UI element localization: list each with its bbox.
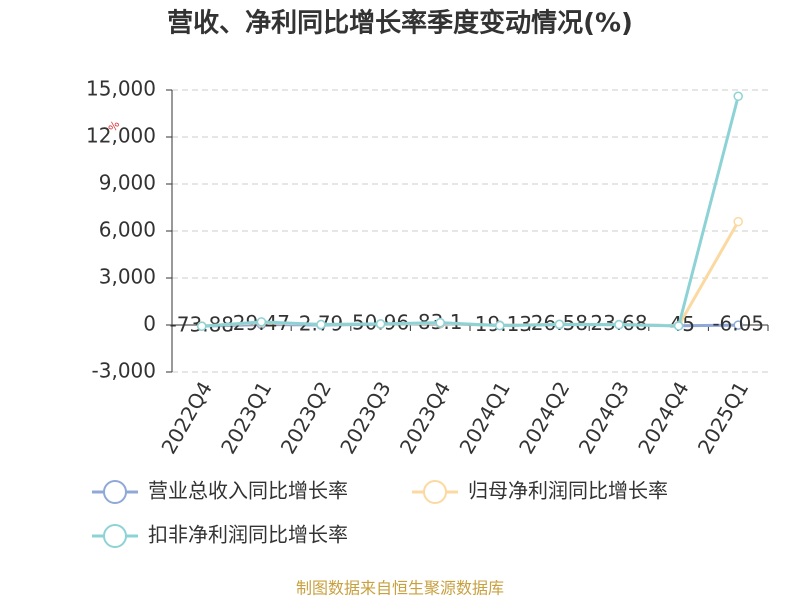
x-tick-label: 2024Q3 (574, 377, 634, 458)
data-point (554, 319, 565, 330)
data-point (375, 319, 386, 329)
legend-label: 营业总收入同比增长率 (148, 479, 348, 503)
y-tick-label: 12,000 (86, 124, 156, 148)
y-tick-label: 15,000 (86, 77, 156, 101)
legend-item: 归母净利润同比增长率 (412, 479, 668, 504)
legend-item: 扣非净利润同比增长率 (92, 523, 348, 548)
data-point (614, 319, 624, 330)
x-tick-label: 2024Q1 (454, 377, 514, 458)
x-tick-label: 2023Q3 (335, 377, 395, 458)
legend-marker (103, 480, 127, 504)
source-note: 制图数据来自恒生聚源数据库 (296, 579, 504, 598)
legend-marker (423, 480, 447, 504)
data-point (256, 317, 267, 327)
legend-label: 扣非净利润同比增长率 (148, 523, 348, 547)
data-point (733, 216, 743, 227)
x-tick-label: 2023Q1 (216, 377, 276, 458)
data-point (435, 317, 445, 328)
data-label: -6.05 (712, 312, 764, 336)
data-point (673, 321, 684, 331)
series-line (201, 95, 740, 328)
y-tick-label: 9,000 (99, 171, 156, 195)
data-point (316, 319, 326, 330)
y-tick-label: 0 (143, 312, 156, 336)
data-point (197, 321, 207, 332)
x-tick-label: 2024Q4 (633, 377, 693, 458)
y-tick-label: 3,000 (99, 265, 156, 289)
x-tick-label: 2023Q4 (395, 377, 455, 458)
data-point (733, 91, 743, 102)
chart-title: 营收、净利同比增长率季度变动情况(%) (167, 8, 633, 39)
x-tick-label: 2023Q2 (276, 377, 336, 458)
legend-marker (103, 524, 127, 548)
x-tick-label: 2025Q1 (693, 377, 753, 458)
y-tick-label: -3,000 (92, 359, 156, 383)
y-tick-label: 6,000 (99, 218, 156, 242)
legend-label: 归母净利润同比增长率 (468, 479, 668, 503)
x-tick-label: 2024Q2 (514, 377, 574, 458)
legend-item: 营业总收入同比增长率 (92, 479, 348, 504)
x-tick-label: 2022Q4 (156, 377, 216, 458)
data-point (733, 320, 743, 330)
data-point (495, 320, 505, 331)
